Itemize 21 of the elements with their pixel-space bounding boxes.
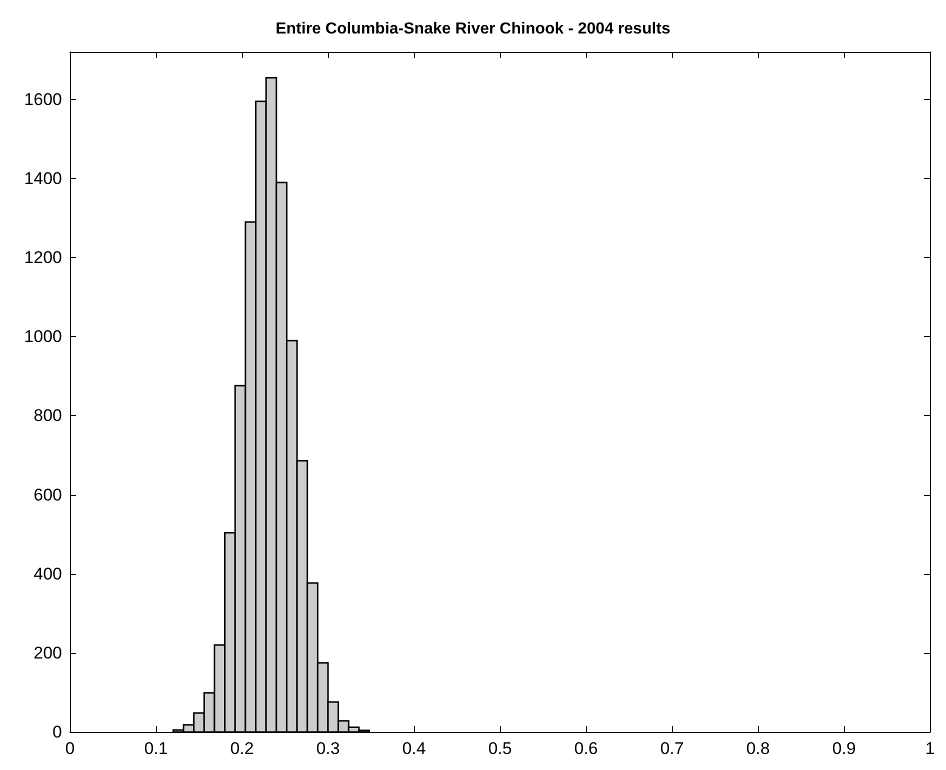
x-tick-label: 0 [65, 739, 75, 758]
y-tick-label: 800 [34, 406, 62, 426]
y-tick-label: 0 [52, 722, 62, 742]
y-tick-label: 1400 [24, 169, 62, 188]
x-tick-label: 0.8 [746, 739, 770, 758]
y-tick-label: 1200 [24, 248, 62, 268]
chart-title: Entire Columbia-Snake River Chinook - 2004 results [276, 20, 670, 38]
y-tick-label: 600 [34, 485, 62, 504]
x-tick-label: 0.4 [402, 739, 426, 758]
x-tick-label: 0.2 [230, 739, 254, 758]
x-tick-label: 1 [925, 739, 935, 758]
x-tick-label: 0.7 [660, 739, 684, 758]
y-tick-label: 1600 [24, 90, 62, 109]
x-tick-label: 0.3 [316, 739, 340, 758]
x-tick-label: 0.6 [574, 739, 598, 758]
y-tick-label: 400 [34, 564, 62, 584]
x-tick-label: 0.1 [144, 739, 168, 758]
y-tick-label: 200 [34, 643, 62, 662]
x-tick-label: 0.5 [488, 739, 512, 758]
x-tick-label: 0.9 [832, 739, 856, 758]
y-tick-label: 1000 [24, 327, 62, 346]
